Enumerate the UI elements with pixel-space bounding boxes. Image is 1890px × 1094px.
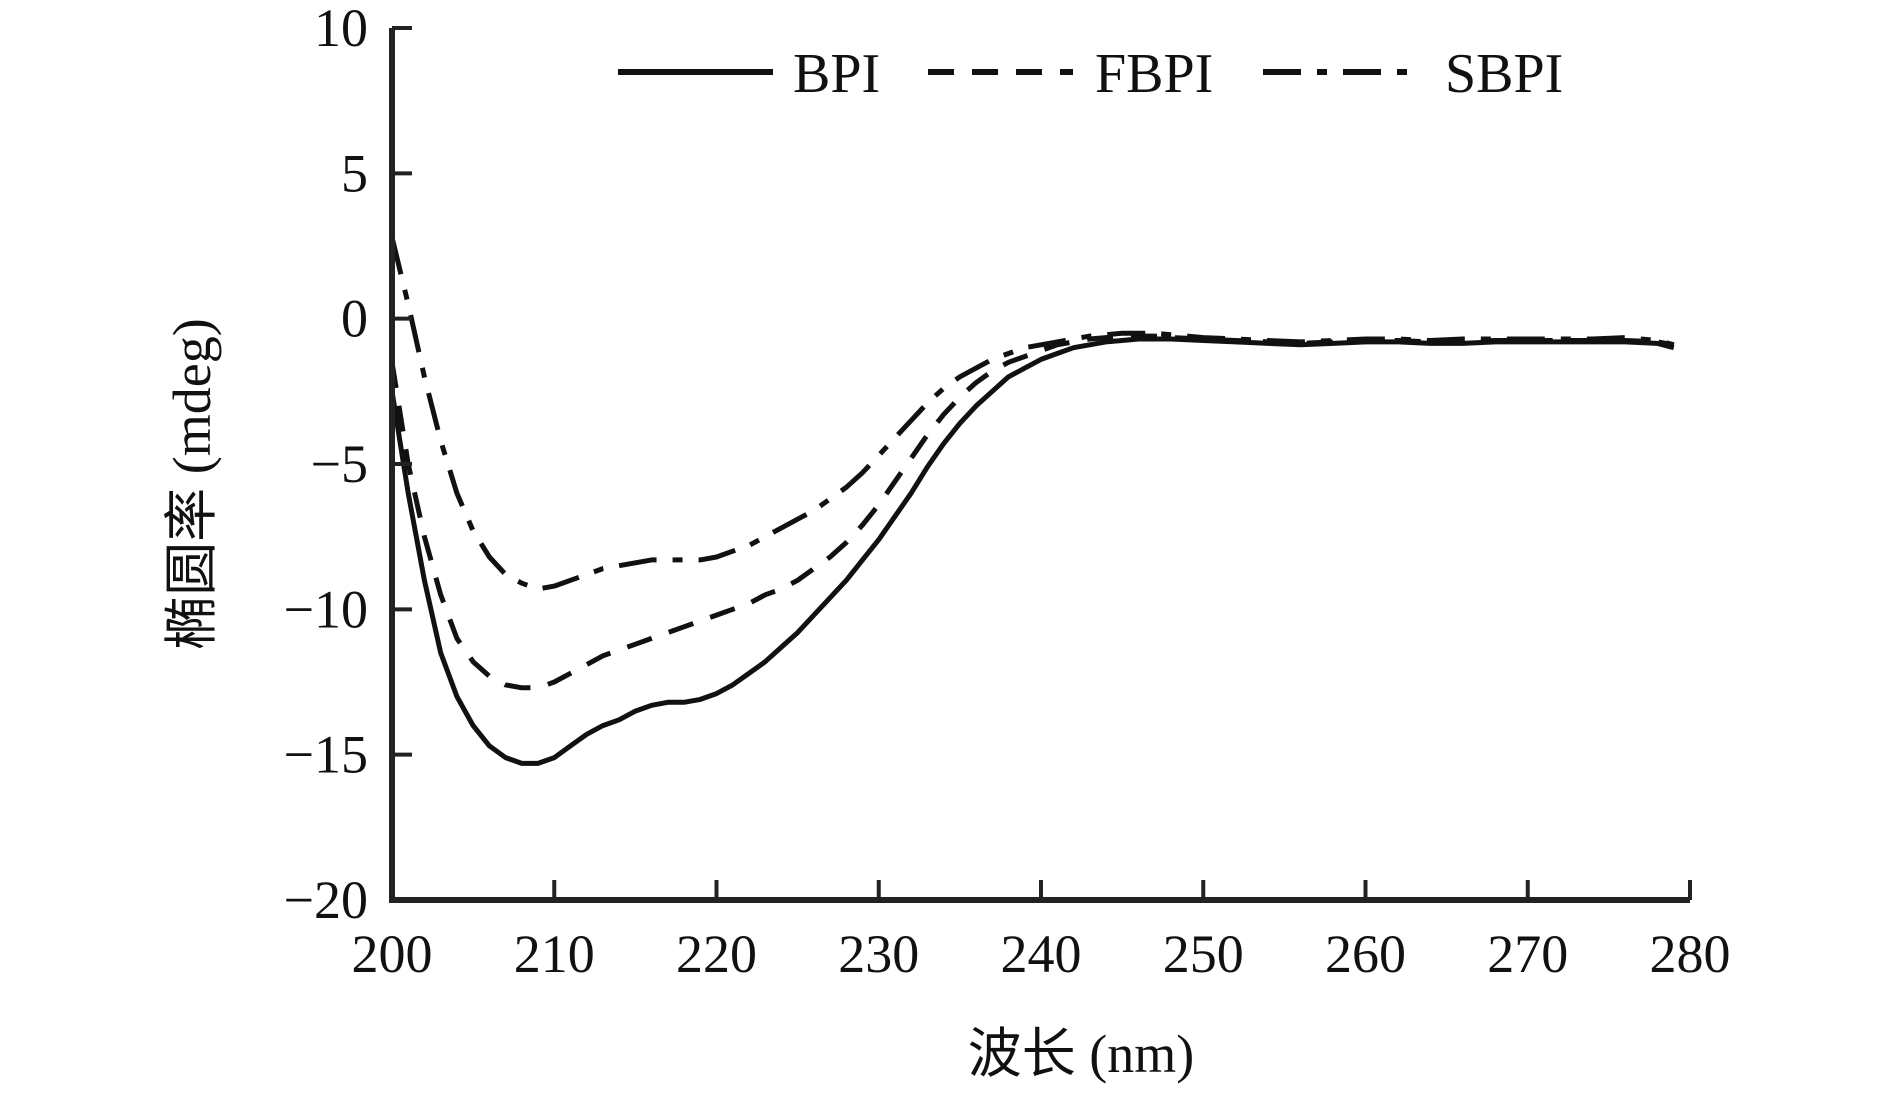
- legend-label-sbpi: SBPI: [1445, 43, 1563, 105]
- series-layer: [389, 236, 1675, 766]
- x-axis-title: 波长 (nm): [968, 1024, 1194, 1084]
- y-tick-label: −20: [284, 870, 368, 930]
- x-tick-label: 230: [838, 924, 919, 984]
- axes-layer: [389, 28, 1690, 903]
- y-axis-title: 椭圆率 (mdeg): [162, 318, 222, 649]
- series-line-fbpi: [389, 333, 1675, 691]
- y-tick-label: 5: [341, 143, 368, 203]
- y-tick-label: −15: [284, 725, 368, 785]
- x-tick-label: 210: [514, 924, 595, 984]
- series-line-sbpi: [389, 236, 1675, 592]
- x-tick-label: 260: [1325, 924, 1406, 984]
- x-tick-label: 280: [1650, 924, 1731, 984]
- y-tick-label: −10: [284, 579, 368, 639]
- legend-label-fbpi: FBPI: [1095, 43, 1213, 105]
- ticks-layer: 200 210 220 230 240 250 260 270 280 10 5 0 −5 −10 −15 −…: [284, 0, 1731, 984]
- legend: BPI FBPI SBPI: [618, 43, 1563, 105]
- y-tick-label: 0: [341, 289, 368, 349]
- y-tick-label: 10: [314, 0, 368, 58]
- y-tick-label: −5: [311, 434, 368, 494]
- x-tick-label: 250: [1163, 924, 1244, 984]
- x-tick-label: 220: [676, 924, 757, 984]
- series-line-bpi: [389, 336, 1675, 766]
- x-tick-label: 200: [352, 924, 433, 984]
- x-tick-label: 240: [1001, 924, 1082, 984]
- x-tick-label: 270: [1487, 924, 1568, 984]
- legend-label-bpi: BPI: [793, 43, 880, 105]
